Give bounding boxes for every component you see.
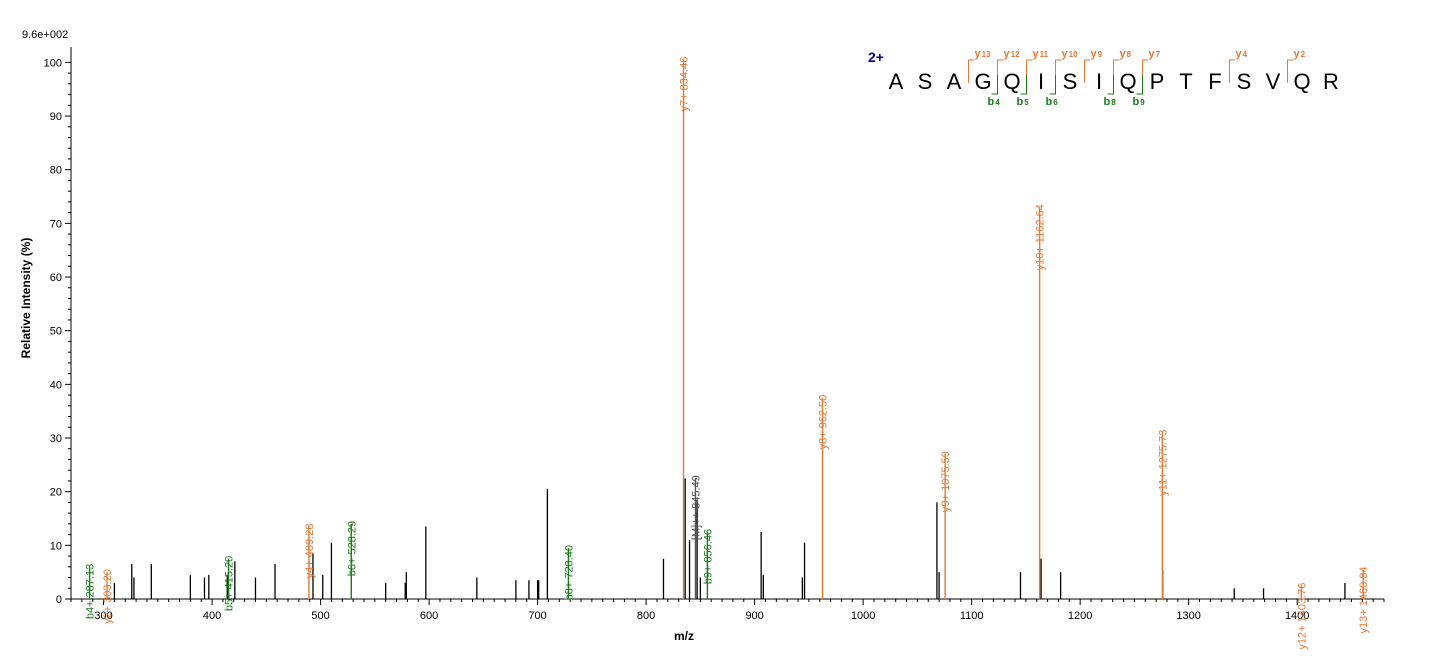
y-ion-bracket bbox=[1229, 59, 1236, 83]
b-ion-bracket bbox=[1107, 75, 1114, 95]
x-tick-label: 1300 bbox=[1176, 610, 1200, 622]
b-ion-label: b6 bbox=[1046, 96, 1059, 108]
b-ion-bracket bbox=[991, 75, 998, 95]
b-ion-label: b4 bbox=[988, 96, 1001, 108]
x-tick-label: 800 bbox=[637, 610, 655, 622]
x-tick-label: 500 bbox=[311, 610, 329, 622]
y-axis-title: Relative Intensity (%) bbox=[19, 238, 33, 359]
sequence-residue: S bbox=[1237, 69, 1252, 94]
y-tick-label: 90 bbox=[50, 111, 62, 123]
y-ion-label: y11 bbox=[1033, 48, 1049, 60]
sequence-residue: Q bbox=[1293, 69, 1310, 94]
peaks-layer: b4+ 287.13 y2+ 303.20 b5+ 415.20 y4+ 489.28… bbox=[85, 57, 1371, 650]
peak-label: b6+ 528.29 bbox=[346, 521, 358, 576]
y-ion-bracket bbox=[968, 59, 975, 83]
y-ion-bracket bbox=[1055, 59, 1062, 83]
peak-label: [M]++ 845.49 bbox=[690, 475, 702, 540]
y-ion-label: y7 bbox=[1149, 48, 1161, 60]
sequence-residue: F bbox=[1208, 69, 1221, 94]
b-ion-bracket bbox=[1049, 75, 1056, 95]
sequence-residue: Q bbox=[1003, 69, 1020, 94]
b-ion-label: b9 bbox=[1133, 96, 1146, 108]
peak-label: y10+ 1162.64 bbox=[1035, 204, 1047, 270]
x-tick-label: 1000 bbox=[851, 610, 875, 622]
peak-label: y2+ 303.20 bbox=[102, 569, 114, 624]
peak-label: y11+ 1275.73 bbox=[1157, 430, 1169, 496]
x-tick-label: 1200 bbox=[1068, 610, 1092, 622]
y-ion-label: y10 bbox=[1062, 48, 1079, 60]
sequence-residue: R bbox=[1323, 69, 1339, 94]
y-tick-label: 60 bbox=[50, 272, 62, 284]
y-ion-label: y12 bbox=[1004, 48, 1021, 60]
intensity-scale-label: 9.6e+002 bbox=[22, 29, 68, 41]
y-tick-label: 0 bbox=[56, 594, 62, 606]
charge-state-label: 2+ bbox=[868, 49, 884, 65]
sequence-residue: T bbox=[1179, 69, 1192, 94]
y-tick-label: 40 bbox=[50, 379, 62, 391]
x-axis-title: m/z bbox=[674, 629, 694, 643]
peak-label: y13+ 1460.84 bbox=[1358, 566, 1370, 633]
sequence-residue: P bbox=[1150, 69, 1165, 94]
y-ion-bracket bbox=[1287, 59, 1294, 83]
y-ion-label: y8 bbox=[1120, 48, 1132, 60]
x-tick-label: 1400 bbox=[1285, 610, 1309, 622]
sequence-residue: S bbox=[918, 69, 933, 94]
peak-label: b9+ 856.46 bbox=[702, 529, 714, 584]
peak-label: y9+ 1075.59 bbox=[940, 451, 952, 512]
peak-label: b8+ 728.40 bbox=[563, 545, 575, 600]
y-tick-label: 50 bbox=[50, 326, 62, 338]
peak-label: b4+ 287.13 bbox=[85, 564, 97, 619]
y-tick-label: 30 bbox=[50, 433, 62, 445]
peak-label: y8+ 962.50 bbox=[817, 395, 829, 450]
x-tick-label: 700 bbox=[528, 610, 546, 622]
b-ion-label: b5 bbox=[1017, 96, 1030, 108]
y-tick-label: 100 bbox=[44, 57, 62, 69]
y-tick-label: 20 bbox=[50, 487, 62, 499]
sequence-residue: I bbox=[1038, 69, 1044, 94]
peak-label: y4+ 489.28 bbox=[304, 524, 316, 579]
y-ion-bracket bbox=[1142, 59, 1149, 83]
y-ion-bracket bbox=[1026, 59, 1033, 83]
peak-label: y12+ 1403.76 bbox=[1296, 583, 1308, 650]
axes: 300 400 500 600 700 800 900 1000 1100 1200 1300 140… bbox=[44, 47, 1385, 622]
b-ion-bracket bbox=[1020, 75, 1027, 95]
sequence-residue: I bbox=[1096, 69, 1102, 94]
x-tick-label: 400 bbox=[203, 610, 221, 622]
y-ion-bracket bbox=[1084, 59, 1091, 83]
sequence-residue: V bbox=[1266, 69, 1281, 94]
sequence-residue: G bbox=[974, 69, 991, 94]
y-ion-label: y2 bbox=[1294, 48, 1306, 60]
y-ion-label: y4 bbox=[1236, 48, 1248, 60]
x-tick-label: 600 bbox=[420, 610, 438, 622]
x-tick-label: 900 bbox=[745, 610, 763, 622]
b-ion-bracket bbox=[1136, 75, 1143, 95]
sequence-residue: A bbox=[947, 69, 962, 94]
x-tick-label: 1100 bbox=[960, 610, 984, 622]
y-tick-label: 10 bbox=[50, 540, 62, 552]
y-ion-label: y9 bbox=[1091, 48, 1103, 60]
sequence-residue: Q bbox=[1119, 69, 1136, 94]
peak-label: y7+ 834.46 bbox=[679, 57, 691, 112]
y-tick-label: 80 bbox=[50, 165, 62, 177]
peak-label: b5+ 415.20 bbox=[224, 556, 236, 611]
sequence-residue: S bbox=[1063, 69, 1078, 94]
y-tick-label: 70 bbox=[50, 218, 62, 230]
y-ion-label: y13 bbox=[975, 48, 992, 60]
x-tick-label: 300 bbox=[94, 610, 112, 622]
b-ion-label: b8 bbox=[1104, 96, 1117, 108]
sequence-residue: A bbox=[889, 69, 904, 94]
